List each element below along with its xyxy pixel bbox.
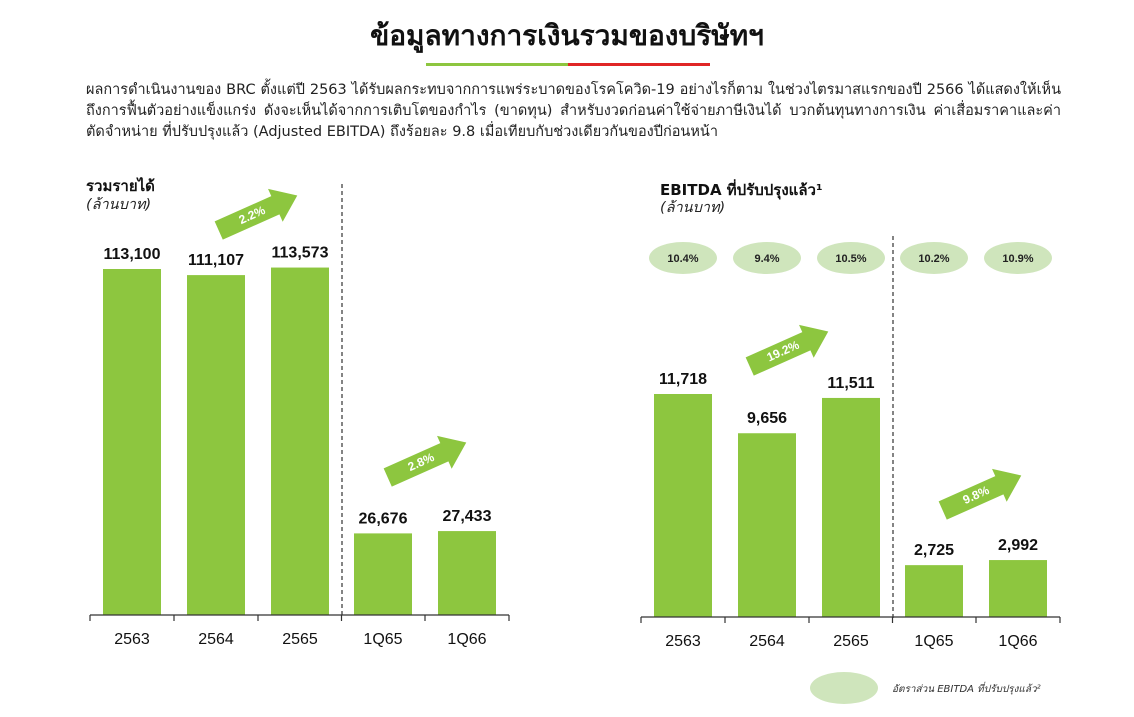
x-tick-label: 1Q65 [363,631,402,648]
growth-arrow [938,468,1022,520]
bar-2563 [654,394,712,617]
data-label: 9,656 [747,410,787,427]
intro-paragraph: ผลการดำเนินงานของ BRC ตั้งแต่ปี 2563 ได้… [86,82,1061,140]
bar-1Q65 [905,565,963,617]
revenue-chart-title: รวมรายได้ [86,177,155,195]
growth-arrow [214,188,298,240]
margin-label: 10.5% [835,253,866,265]
bar-2565 [822,397,880,617]
margin-label: 9.4% [754,253,779,265]
margin-label: 10.2% [918,253,949,265]
bar-2563 [103,269,161,615]
data-label: 113,100 [104,246,161,263]
legend-swatch [810,672,878,704]
margin-label: 10.4% [667,253,698,265]
x-tick-label: 1Q66 [447,631,486,648]
data-label: 27,433 [443,508,492,525]
x-tick-label: 2563 [114,631,150,648]
bar-1Q65 [354,533,412,615]
x-tick-label: 2563 [665,633,701,650]
data-label: 26,676 [359,510,408,527]
data-label: 11,511 [827,375,874,392]
margin-badge [817,242,885,274]
data-label: 113,573 [272,245,329,262]
bar-1Q66 [989,560,1047,617]
growth-arrow [383,435,467,487]
x-tick-label: 2565 [282,631,318,648]
title-rule-green [426,63,568,66]
margin-badge [984,242,1052,274]
x-tick-label: 2564 [198,631,234,648]
data-label: 2,725 [914,542,954,559]
bar-2565 [271,267,329,615]
margin-label: 10.9% [1002,253,1033,265]
revenue-chart-unit: (ล้านบาท) [86,197,152,213]
title-rule-red [568,63,710,66]
x-tick-label: 1Q66 [998,633,1037,650]
margin-badge [649,242,717,274]
margin-badge [900,242,968,274]
bar-1Q66 [438,531,496,615]
data-label: 111,107 [188,252,244,269]
bar-2564 [738,433,796,617]
data-label: 2,992 [998,537,1038,554]
x-tick-label: 2564 [749,633,785,650]
bar-2564 [187,275,245,615]
margin-badge [733,242,801,274]
ebitda-chart-unit: (ล้านบาท) [660,200,726,216]
data-label: 11,718 [659,371,707,388]
ebitda-chart-title: EBITDA ที่ปรับปรุงแล้ว¹ [660,181,823,199]
x-tick-label: 1Q65 [914,633,953,650]
page-title: ข้อมูลทางการเงินรวมของบริษัทฯ [370,19,764,52]
growth-arrow [745,324,829,376]
x-tick-label: 2565 [833,633,869,650]
legend-label: อัตราส่วน EBITDA ที่ปรับปรุงแล้ว² [892,684,1041,695]
